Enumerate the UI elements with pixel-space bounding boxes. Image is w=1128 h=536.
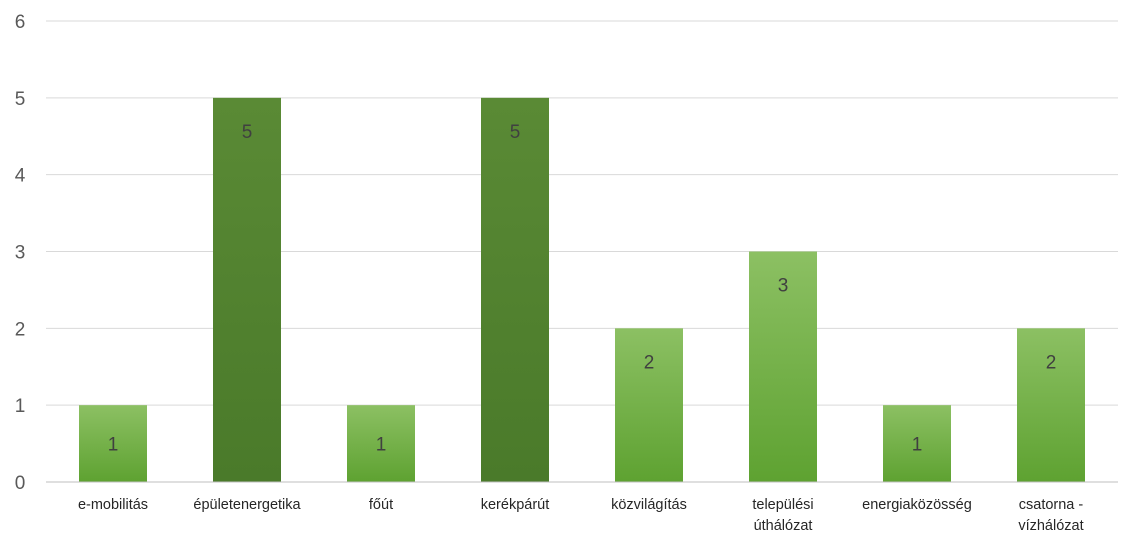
- bar-6: [883, 405, 951, 482]
- y-axis-tick-labels: 0 1 2 3 4 5 6: [15, 12, 26, 494]
- bar-2: [347, 405, 415, 482]
- category-label-1: épületenergetika: [193, 497, 301, 513]
- data-label-4: 2: [644, 352, 655, 373]
- data-label-7: 2: [1046, 352, 1057, 373]
- bars: [79, 97, 1085, 482]
- category-label-0: e-mobilitás: [78, 497, 148, 513]
- category-label-5: települési úthálózat: [752, 497, 813, 534]
- data-label-3: 5: [510, 122, 521, 143]
- category-label-2: főút: [369, 497, 393, 513]
- category-label-3: kerékpárút: [481, 497, 550, 513]
- y-tick-label-4: 4: [15, 166, 26, 187]
- data-label-1: 5: [242, 122, 253, 143]
- gridlines: [46, 20, 1118, 406]
- x-axis-category-labels: e-mobilitás épületenergetika főút kerékpárú…: [78, 497, 1084, 534]
- bar-3: [481, 97, 549, 482]
- y-tick-label-5: 5: [15, 89, 26, 110]
- y-tick-label-0: 0: [15, 473, 26, 494]
- bar-7: [1017, 328, 1085, 482]
- data-labels: 1 5 1 5 2 3 1 2: [108, 122, 1057, 456]
- y-tick-label-2: 2: [15, 319, 26, 340]
- data-label-5: 3: [778, 276, 789, 297]
- data-label-0: 1: [108, 435, 119, 456]
- category-label-4: közvilágítás: [611, 497, 687, 513]
- y-tick-label-1: 1: [15, 396, 26, 417]
- y-tick-label-3: 3: [15, 243, 26, 264]
- category-label-7: csatorna -vízhálózat: [1018, 497, 1083, 534]
- data-label-2: 1: [376, 435, 387, 456]
- bar-5: [749, 251, 817, 482]
- y-tick-label-6: 6: [15, 12, 26, 33]
- bar-1: [213, 97, 281, 482]
- bar-4: [615, 328, 683, 482]
- bar-0: [79, 405, 147, 482]
- category-label-6: energiaközösség: [862, 497, 972, 513]
- data-label-6: 1: [912, 435, 923, 456]
